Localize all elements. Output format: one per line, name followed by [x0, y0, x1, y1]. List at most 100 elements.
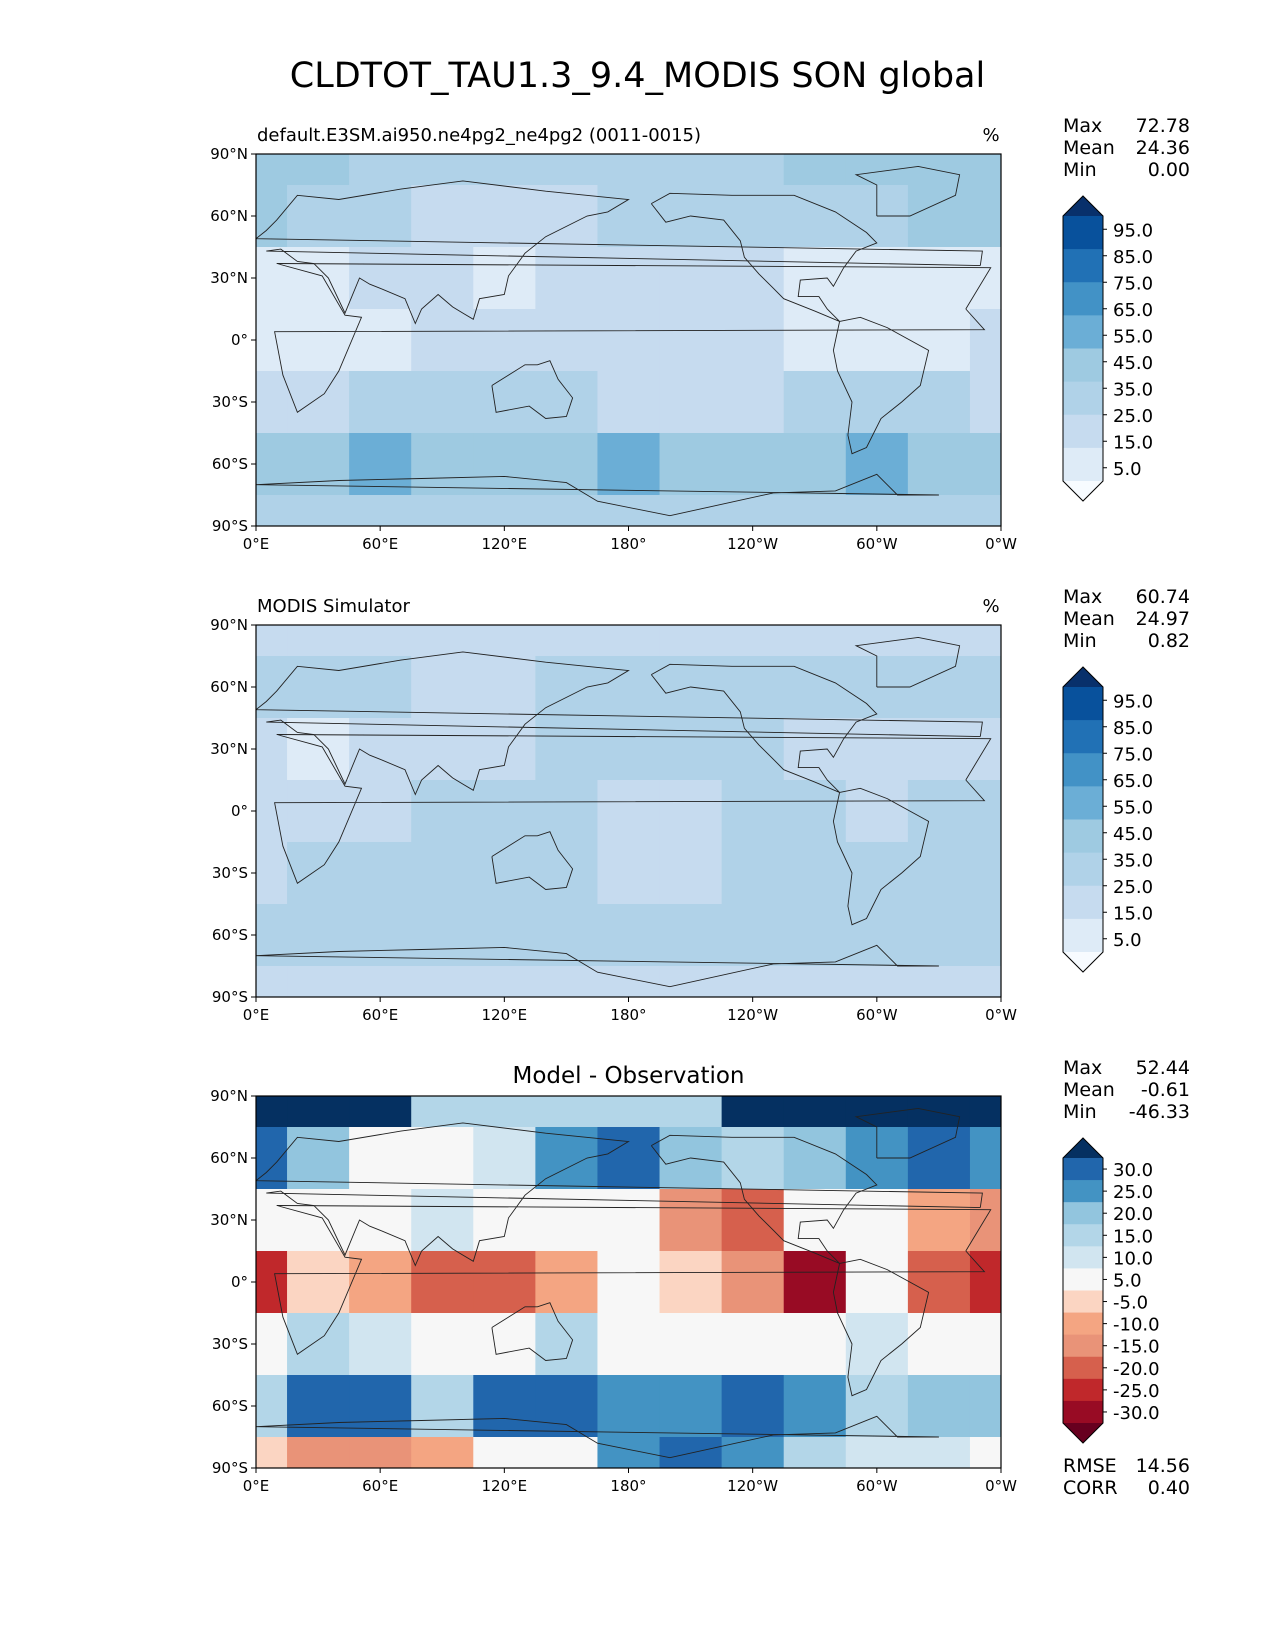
colorbar-tick-label: 15.0 — [1113, 432, 1153, 453]
x-tick-label: 60°E — [362, 535, 398, 553]
field-cell — [845, 1096, 909, 1128]
field-cell — [349, 656, 412, 719]
field-cell — [535, 780, 598, 843]
colorbar-segment — [1063, 720, 1103, 754]
field-cell — [845, 433, 909, 496]
field-cell — [535, 1437, 598, 1468]
field-cell — [659, 495, 723, 526]
field-cell — [473, 1313, 536, 1376]
field-cell — [349, 247, 412, 310]
field-cell — [783, 495, 847, 526]
colorbar-cap-top — [1063, 196, 1103, 216]
y-tick-label: 60°N — [210, 207, 248, 225]
field-cell — [535, 495, 598, 526]
stat-label: Min — [1063, 1101, 1097, 1123]
field-cell — [721, 904, 785, 967]
field-cell — [287, 1127, 350, 1190]
field-cell — [721, 154, 785, 186]
y-tick-label: 90°N — [210, 145, 248, 163]
colorbar-segment — [1063, 216, 1103, 250]
x-tick-label: 180° — [610, 535, 646, 553]
field-cell — [256, 1189, 288, 1252]
panel-title-left: MODIS Simulator — [257, 596, 410, 617]
field-cell — [969, 247, 1001, 310]
field-cell — [783, 154, 847, 186]
field-cell — [349, 371, 412, 434]
field-cell — [473, 154, 536, 186]
coastline — [650, 192, 878, 322]
field-cell — [969, 154, 1001, 186]
field-cell — [783, 1189, 847, 1252]
field-cell — [969, 1437, 1001, 1468]
colorbar-outline — [1062, 195, 1104, 502]
field-cell — [597, 247, 661, 310]
field-cell — [256, 309, 288, 372]
field-cell — [349, 309, 412, 372]
field-cell — [721, 185, 785, 248]
field-cell — [907, 309, 971, 372]
colorbar-tick-label: 85.0 — [1113, 247, 1153, 268]
map-panel-reference — [256, 625, 1001, 997]
y-tick-label: 30°N — [210, 269, 248, 287]
coastline — [854, 636, 961, 688]
x-tick-label: 180° — [610, 1006, 646, 1024]
field-cell — [256, 185, 288, 248]
field-cell — [597, 185, 661, 248]
field-cell — [473, 1189, 536, 1252]
field-cell — [721, 371, 785, 434]
field-cell — [597, 1189, 661, 1252]
field-cell — [659, 309, 723, 372]
field-cell — [287, 625, 350, 657]
colorbar-tick-label: 5.0 — [1113, 459, 1142, 480]
field-cell — [349, 625, 412, 657]
x-tick-label: 0°E — [243, 1477, 270, 1495]
coastline — [256, 180, 983, 325]
colorbar-cap-bottom — [1063, 1423, 1103, 1443]
field-cell — [659, 1375, 723, 1438]
field-cell — [411, 1189, 474, 1252]
field-cell — [256, 1375, 288, 1438]
coastline — [832, 787, 930, 926]
field-cell — [721, 718, 785, 781]
stat-label: Mean — [1063, 137, 1115, 159]
field-cell — [535, 1096, 598, 1128]
stat-label: Mean — [1063, 1079, 1115, 1101]
field-cell — [969, 966, 1001, 997]
colorbar-tick-label: 65.0 — [1113, 300, 1153, 321]
field-cell — [287, 309, 350, 372]
field-cell — [256, 433, 288, 496]
field-cell — [256, 1313, 288, 1376]
field-cell — [287, 656, 350, 719]
stat-label: Min — [1063, 630, 1097, 652]
colorbar-tick-label: 75.0 — [1113, 273, 1153, 294]
colorbar-segment — [1063, 852, 1103, 887]
field-cell — [783, 1127, 847, 1190]
field-cell — [411, 625, 474, 657]
colorbar-tick-label: 10.0 — [1113, 1248, 1153, 1269]
field-cell — [659, 1437, 723, 1468]
coastline — [274, 1205, 992, 1355]
field-cell — [597, 371, 661, 434]
field-cell — [969, 718, 1001, 781]
colorbar-tick-label: 45.0 — [1113, 824, 1153, 845]
panel-units: % — [982, 125, 999, 146]
field-cell — [783, 718, 847, 781]
field-cell — [659, 718, 723, 781]
field-cell — [411, 309, 474, 372]
coastline — [256, 1122, 983, 1267]
field-cell — [907, 842, 971, 905]
field-cell — [907, 1096, 971, 1128]
field-cell — [597, 625, 661, 657]
field-cell — [783, 1313, 847, 1376]
colorbar-segment — [1063, 885, 1103, 920]
field-cell — [969, 371, 1001, 434]
field-cell — [597, 1096, 661, 1128]
colorbar-tick-label: 85.0 — [1113, 718, 1153, 739]
field-cell — [597, 718, 661, 781]
colorbar-tick-label: 5.0 — [1113, 1270, 1142, 1291]
colorbar-cap-bottom — [1063, 481, 1103, 501]
field-cell — [845, 1189, 909, 1252]
field-cell — [969, 904, 1001, 967]
field-cell — [907, 780, 971, 843]
